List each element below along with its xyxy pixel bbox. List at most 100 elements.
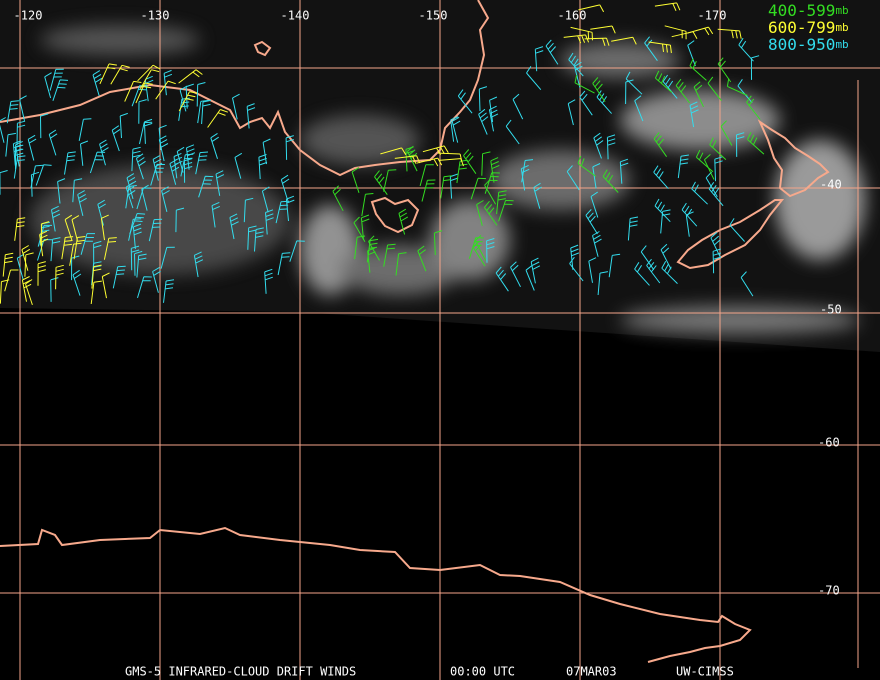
wind-barb bbox=[16, 120, 26, 146]
wind-barb bbox=[592, 231, 602, 257]
wind-barb bbox=[578, 4, 605, 13]
wind-barb bbox=[61, 236, 74, 260]
wind-barb bbox=[707, 76, 722, 102]
wind-barb bbox=[71, 215, 80, 242]
wind-barb bbox=[534, 46, 544, 72]
wind-barb bbox=[394, 155, 421, 164]
wind-barb bbox=[99, 63, 117, 85]
wind-barb bbox=[512, 93, 524, 120]
footer: GMS-5 INFRARED-CLOUD DRIFT WINDS 00:00 U… bbox=[125, 665, 734, 679]
wind-barb bbox=[285, 135, 294, 160]
wind-barb bbox=[533, 182, 542, 209]
wind-barb bbox=[451, 116, 461, 143]
wind-barb bbox=[24, 252, 34, 277]
wind-barb bbox=[197, 99, 209, 124]
wind-barb bbox=[351, 167, 360, 193]
wind-barb bbox=[619, 158, 629, 184]
wind-barb bbox=[495, 266, 509, 292]
wind-barb bbox=[92, 70, 103, 97]
wind-barb bbox=[597, 271, 608, 296]
wind-barb bbox=[37, 261, 46, 286]
wind-barb bbox=[69, 242, 82, 266]
wind-barb bbox=[478, 108, 489, 135]
wind-barb bbox=[662, 74, 678, 99]
wind-barb bbox=[714, 156, 723, 182]
wind-barb bbox=[152, 266, 161, 293]
wind-barb bbox=[693, 81, 704, 108]
longitude-label: -120 bbox=[14, 9, 43, 23]
wind-barb bbox=[521, 159, 534, 183]
wind-barb bbox=[476, 200, 484, 226]
wind-barb bbox=[254, 227, 264, 252]
wind-barb bbox=[148, 218, 163, 242]
wind-barbs bbox=[0, 2, 765, 306]
wind-barb bbox=[450, 116, 459, 142]
wind-barb bbox=[262, 138, 271, 165]
wind-barb bbox=[39, 230, 49, 257]
latitude-label: -60 bbox=[818, 436, 840, 450]
wind-barb bbox=[6, 100, 19, 124]
footer-time: 00:00 UTC bbox=[450, 665, 515, 679]
wind-barb bbox=[360, 214, 370, 240]
longitude-labels: -120 -130 -140 -150 -160 -170 bbox=[14, 9, 727, 23]
wind-barb bbox=[660, 209, 671, 234]
wind-barb bbox=[196, 82, 206, 107]
wind-barb bbox=[97, 199, 106, 226]
wind-barb bbox=[569, 256, 584, 282]
wind-barb bbox=[137, 276, 152, 299]
wind-barb bbox=[685, 211, 694, 237]
wind-barb bbox=[210, 132, 219, 159]
wind-barb bbox=[161, 186, 170, 213]
wind-barb bbox=[608, 253, 621, 278]
tasmania-coast bbox=[370, 196, 420, 234]
wind-barb bbox=[703, 154, 715, 180]
wind-barb bbox=[383, 243, 396, 267]
wind-barb bbox=[150, 163, 165, 186]
wind-barb bbox=[634, 95, 644, 122]
wind-barb bbox=[405, 146, 415, 172]
latitude-labels: -40 -50 -60 -70 bbox=[818, 178, 842, 598]
wind-barb bbox=[593, 132, 604, 159]
wind-barb bbox=[570, 244, 580, 270]
wind-barb bbox=[246, 103, 256, 129]
wind-barb bbox=[40, 113, 49, 139]
wind-barb bbox=[457, 89, 473, 114]
wind-barb bbox=[736, 132, 745, 157]
wind-barb bbox=[15, 144, 24, 170]
wind-barb bbox=[211, 201, 221, 228]
wind-barb bbox=[258, 154, 268, 180]
wind-barb bbox=[729, 218, 745, 242]
wind-barb bbox=[689, 58, 707, 81]
wind-barb bbox=[640, 245, 655, 271]
wind-barb bbox=[545, 39, 559, 65]
wind-barb bbox=[367, 247, 376, 273]
wind-barb bbox=[50, 237, 61, 262]
wind-barb bbox=[179, 85, 188, 112]
wind-barb bbox=[50, 277, 59, 302]
longitude-label: -170 bbox=[698, 9, 727, 23]
wind-barb bbox=[660, 243, 672, 270]
wind-barb bbox=[176, 146, 185, 173]
wind-barb bbox=[592, 77, 606, 102]
wind-barb bbox=[198, 175, 214, 198]
wind-barb bbox=[131, 146, 141, 172]
wind-barb bbox=[72, 269, 82, 296]
wind-barb bbox=[64, 151, 76, 175]
wind-barb bbox=[496, 190, 507, 215]
wind-barb bbox=[433, 230, 443, 256]
wind-barb bbox=[111, 125, 121, 152]
wind-barb bbox=[129, 213, 146, 235]
wind-barb bbox=[25, 279, 33, 306]
wind-barb bbox=[21, 245, 31, 271]
wind-barb bbox=[574, 61, 583, 88]
wind-barb bbox=[49, 68, 64, 91]
wind-barb bbox=[57, 178, 66, 204]
latitude-label: -70 bbox=[818, 584, 840, 598]
wind-barb bbox=[71, 255, 80, 281]
wind-barb bbox=[708, 182, 724, 207]
wind-barb bbox=[585, 209, 598, 235]
wind-barb bbox=[277, 252, 291, 276]
wind-barb bbox=[93, 240, 102, 266]
wind-barb bbox=[579, 90, 593, 116]
